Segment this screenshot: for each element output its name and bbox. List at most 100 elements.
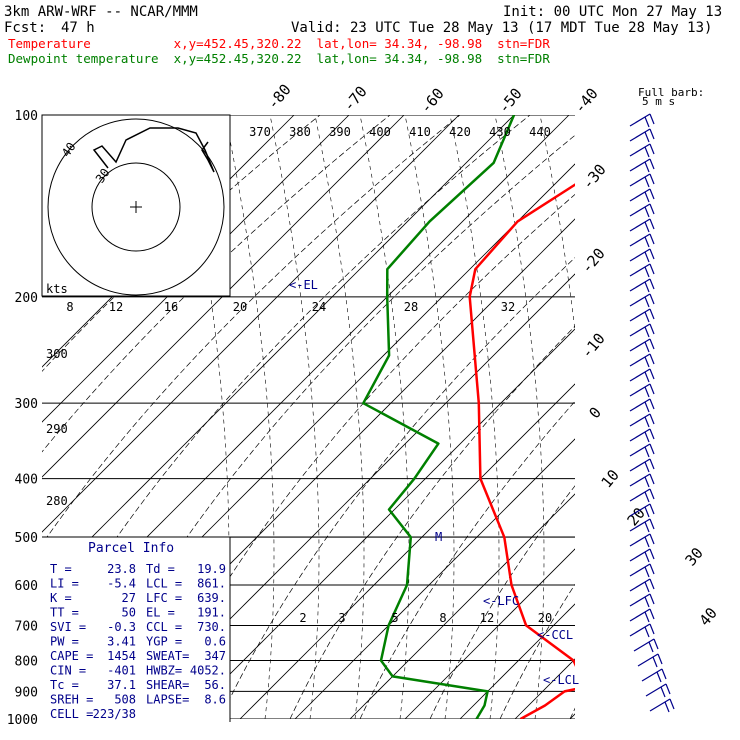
parcel-key: CAPE = — [50, 649, 93, 663]
wind-barb — [629, 383, 655, 398]
wind-barb — [629, 398, 655, 413]
wind-barb-staff — [629, 173, 651, 187]
parcel-key: SREH = — [50, 693, 93, 707]
wind-barb-flag — [644, 476, 650, 488]
wind-barb — [629, 308, 655, 323]
wind-barb-staff — [629, 473, 651, 487]
hodograph-trace — [92, 127, 215, 173]
wind-barb — [629, 158, 655, 173]
wind-barb-flag — [652, 656, 658, 668]
isotherm-label: -30 — [579, 161, 610, 193]
wind-barb — [637, 653, 663, 668]
wind-barb-flag — [644, 581, 650, 593]
wind-barb — [629, 473, 655, 488]
pressure-label-400: 400 — [15, 473, 38, 488]
wind-barb-flag — [649, 398, 655, 410]
wind-barb-flag — [649, 533, 655, 545]
isotherm — [459, 603, 575, 719]
wind-barb-staff — [629, 518, 651, 532]
parcel-info-title: Parcel Info — [88, 541, 174, 556]
wind-barb-flag — [644, 596, 650, 608]
isotherm-label: -60 — [417, 85, 448, 117]
pressure-label-500: 500 — [15, 531, 38, 546]
wind-barb — [629, 608, 655, 623]
parcel-value: 730. — [197, 620, 226, 634]
parcel-key: CELL = — [50, 707, 93, 721]
dewpoint-profile — [362, 115, 516, 719]
wind-barb-staff — [649, 698, 671, 712]
wind-barb-flag — [649, 488, 655, 500]
wind-barb — [629, 233, 655, 248]
parcel-value: 37.1 — [107, 678, 136, 692]
wind-barb-staff — [629, 278, 651, 292]
wind-barb-staff — [629, 308, 651, 322]
parcel-value: 508 — [114, 693, 136, 707]
wind-barb-flag — [644, 566, 650, 578]
hodograph-units: kts — [46, 282, 68, 296]
header-fcst-label: Fcst: — [4, 20, 47, 36]
legend-temperature: Temperature x,y=452.45,320.22 lat,lon= 3… — [8, 36, 550, 51]
pressure-label-900: 900 — [15, 685, 38, 700]
wind-barb-staff — [629, 608, 651, 622]
wind-barb — [629, 413, 655, 428]
wind-barb-staff — [629, 623, 651, 637]
wind-barb-flag — [644, 266, 650, 278]
wind-barb-flag — [649, 203, 655, 215]
wind-barb — [629, 428, 655, 443]
theta-e-label: 440 — [529, 125, 551, 139]
parcel-value: 1454 — [107, 649, 136, 663]
moist-adiabat — [224, 115, 275, 719]
dry-adiabat-label: 290 — [46, 422, 68, 436]
parcel-value: 50 — [122, 606, 136, 620]
wind-barb-flag — [644, 236, 650, 248]
parcel-key: PW = — [50, 635, 79, 649]
parcel-key: HWBZ= — [146, 664, 182, 678]
wind-barb-flag — [644, 116, 650, 128]
moist-adiabat — [269, 115, 320, 719]
parcel-key: LCL = — [146, 577, 182, 591]
wind-barb — [629, 323, 655, 338]
wind-barb-flag — [649, 128, 655, 140]
wind-barb — [629, 353, 655, 368]
mixing-ratio-label: 8 — [439, 611, 446, 625]
hodograph-speed-label: 16 — [164, 300, 178, 314]
wind-barb-staff — [629, 203, 651, 217]
wind-barb-flag — [649, 308, 655, 320]
legend-dewpoint: Dewpoint temperature x,y=452.45,320.22 l… — [8, 51, 550, 66]
wind-barb-staff — [629, 293, 651, 307]
isotherm-label: 30 — [681, 544, 706, 569]
hodograph-speed-label: 32 — [501, 300, 515, 314]
wind-barb-flag — [644, 251, 650, 263]
wind-barb — [629, 338, 655, 353]
wind-barb-flag — [649, 443, 655, 455]
profiles — [362, 115, 575, 719]
wind-barb — [629, 173, 655, 188]
wind-barb-flag — [649, 563, 655, 575]
wind-barb-flag — [644, 191, 650, 203]
wind-barb-flag — [649, 293, 655, 305]
wind-barb-staff — [629, 143, 651, 157]
wind-barb-flag — [644, 176, 650, 188]
mixing-ratio-label: 20 — [538, 611, 552, 625]
wind-barb-flag — [644, 461, 650, 473]
wind-barb-staff — [629, 188, 651, 202]
parcel-value: 27 — [122, 591, 136, 605]
wind-barb-staff — [629, 533, 651, 547]
wind-barb — [629, 293, 655, 308]
wind-barb — [629, 533, 655, 548]
theta-e-label: 380 — [289, 125, 311, 139]
parcel-value: 639. — [197, 591, 226, 605]
header-init: Init: 00 UTC Mon 27 May 13 — [503, 4, 723, 20]
pressure-label-300: 300 — [15, 397, 38, 412]
wind-barb — [629, 188, 655, 203]
wind-barb-flag — [649, 338, 655, 350]
hodograph-speed-label: 8 — [66, 300, 73, 314]
wind-barb-flag — [649, 113, 655, 125]
parcel-value: 23.8 — [107, 562, 136, 576]
wind-barb — [629, 623, 655, 638]
parcel-value: 223/38 — [93, 707, 136, 721]
isotherm — [129, 273, 575, 719]
parcel-value: 56. — [204, 678, 226, 692]
wind-barb — [649, 698, 675, 713]
